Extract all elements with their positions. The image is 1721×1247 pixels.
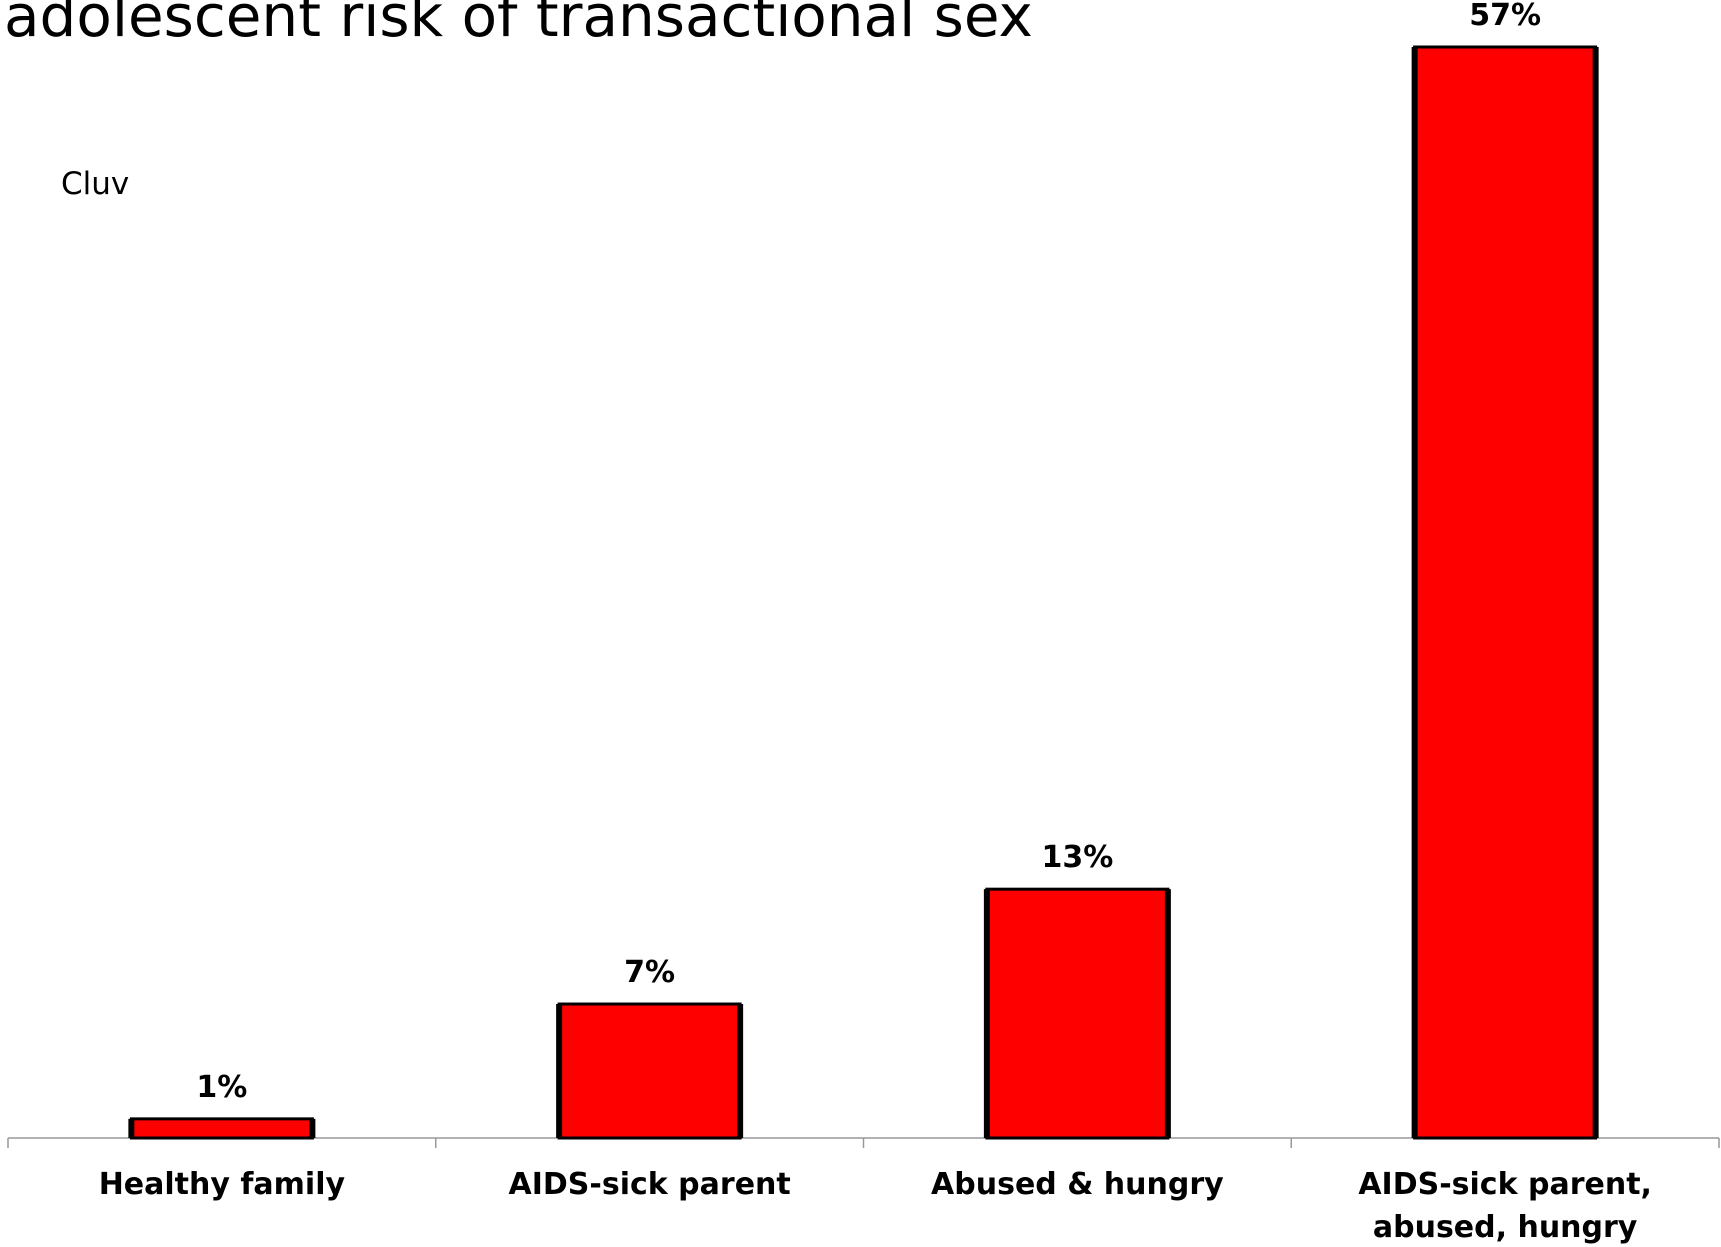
bar (985, 887, 1170, 1140)
bar (129, 1117, 314, 1140)
value-label: 57% (1469, 0, 1541, 33)
value-label: 13% (1041, 840, 1113, 875)
annotation: Cluv (61, 166, 129, 202)
x-tick-label: Healthy family (98, 1167, 346, 1202)
bar (1413, 45, 1598, 1140)
x-tick-label: Abused & hungry (931, 1167, 1224, 1202)
value-label: 7% (624, 955, 675, 990)
x-tick-label: AIDS-sick parent (508, 1167, 791, 1202)
value-label: 1% (196, 1070, 247, 1105)
chart-title: adolescent risk of transactional sex (4, 0, 1033, 50)
x-tick-label: AIDS-sick parent, abused, hungry (1358, 1167, 1652, 1245)
bar (557, 1002, 742, 1140)
